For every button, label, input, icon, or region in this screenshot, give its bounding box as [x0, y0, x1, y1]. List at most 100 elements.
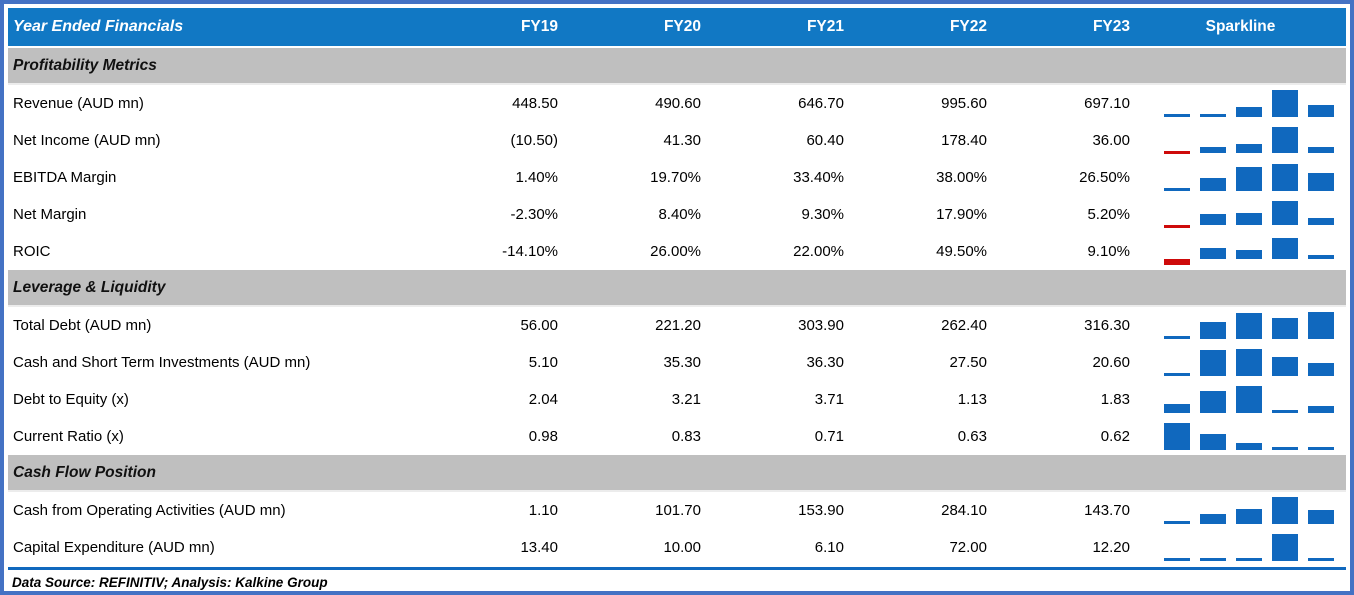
section-band: Leverage & Liquidity [8, 270, 1346, 307]
sparkline-bar [1272, 90, 1298, 117]
sparkline-bar [1236, 212, 1262, 225]
sparkline-bar [1236, 558, 1262, 561]
footer-note: Data Source: REFINITIV; Analysis: Kalkin… [12, 574, 328, 590]
value-cell: 72.00 [949, 539, 987, 556]
value-cell: 10.00 [663, 539, 701, 556]
value-cell: 178.40 [941, 132, 987, 149]
sparkline-bar [1200, 248, 1226, 259]
value-cell: 262.40 [941, 317, 987, 334]
value-cell: 646.70 [798, 95, 844, 112]
value-cell: 221.20 [655, 317, 701, 334]
value-cell: 22.00% [793, 243, 844, 260]
sparkline-bar [1272, 534, 1298, 561]
sparkline-bar [1308, 405, 1334, 413]
header-year: FY22 [949, 18, 987, 35]
metric-row: Total Debt (AUD mn) 56.00 221.20 303.90 262.… [8, 307, 1346, 344]
value-cell: 490.60 [655, 95, 701, 112]
sparkline-bar [1308, 510, 1334, 524]
value-cell: -14.10% [502, 243, 558, 260]
value-cell: 2.04 [528, 391, 558, 408]
value-cell: -2.30% [510, 206, 558, 223]
value-cell: 1.10 [528, 502, 558, 519]
sparkline-bar [1272, 356, 1298, 376]
sparkline-cell [1135, 233, 1346, 270]
metric-row: Cash from Operating Activities (AUD mn) 1… [8, 492, 1346, 529]
value-cell: 1.13 [957, 391, 987, 408]
sparkline-bars [1164, 162, 1334, 191]
sparkline-bar [1308, 447, 1334, 450]
metric-row: Cash and Short Term Investments (AUD mn)… [8, 344, 1346, 381]
sparkline-bar [1164, 403, 1190, 413]
sparkline-bar [1200, 177, 1226, 191]
section-title: Leverage & Liquidity [13, 278, 166, 296]
sparkline-bar [1200, 391, 1226, 413]
sparkline-bar [1164, 114, 1190, 117]
value-cell: 697.10 [1084, 95, 1130, 112]
value-cell: 448.50 [512, 95, 558, 112]
header-year: FY21 [806, 18, 844, 35]
metric-row: Net Margin -2.30% 8.40% 9.30% 17.90% 5.20% [8, 196, 1346, 233]
metric-label: Revenue (AUD mn) [13, 95, 144, 112]
header-metric-label: Year Ended Financials [13, 18, 184, 35]
header-year: FY20 [663, 18, 701, 35]
section-title: Cash Flow Position [13, 463, 156, 481]
value-cell: 303.90 [798, 317, 844, 334]
sparkline-bars [1164, 199, 1334, 228]
sparkline-bar [1272, 317, 1298, 339]
value-cell: 5.20% [1087, 206, 1130, 223]
sparkline-cell [1135, 159, 1346, 196]
sparkline-bar [1272, 127, 1298, 153]
sparkline-bar [1200, 213, 1226, 225]
value-cell: 17.90% [936, 206, 987, 223]
metric-label: Net Margin [13, 206, 87, 223]
sparkline-bar [1236, 509, 1262, 524]
sparkline-bar [1164, 259, 1190, 265]
sparkline-bar [1164, 188, 1190, 191]
value-cell: 9.30% [801, 206, 844, 223]
sparkline-bar [1236, 349, 1262, 376]
value-cell: 27.50 [949, 354, 987, 371]
section-band: Cash Flow Position [8, 455, 1346, 492]
metric-row: Capital Expenditure (AUD mn) 13.40 10.00 6.… [8, 529, 1346, 566]
value-cell: 26.50% [1079, 169, 1130, 186]
sparkline-bar [1200, 434, 1226, 450]
metric-row: EBITDA Margin 1.40% 19.70% 33.40% 38.00% 26.5… [8, 159, 1346, 196]
sparkline-bar [1236, 313, 1262, 339]
value-cell: 3.21 [671, 391, 701, 408]
sparkline-bar [1272, 238, 1298, 259]
sparkline-bars [1164, 125, 1334, 154]
value-cell: 0.98 [528, 428, 558, 445]
sparkline-bars [1164, 421, 1334, 450]
sparkline-bars [1164, 532, 1334, 561]
sparkline-bar [1164, 521, 1190, 524]
sparkline-bar [1164, 224, 1190, 228]
value-cell: 41.30 [663, 132, 701, 149]
value-cell: (10.50) [510, 132, 558, 149]
value-cell: 101.70 [655, 502, 701, 519]
sparkline-bar [1200, 558, 1226, 561]
value-cell: 56.00 [520, 317, 558, 334]
value-cell: 0.71 [814, 428, 844, 445]
sparkline-bar [1236, 143, 1262, 153]
sparkline-bars [1164, 495, 1334, 524]
header-sparkline-label: Sparkline [1205, 18, 1276, 35]
sparkline-bars [1164, 236, 1334, 265]
sparkline-bar [1200, 114, 1226, 117]
sparkline-bars [1164, 88, 1334, 117]
value-cell: 13.40 [520, 539, 558, 556]
value-cell: 20.60 [1092, 354, 1130, 371]
section-band: Profitability Metrics [8, 48, 1346, 85]
sparkline-bar [1164, 558, 1190, 561]
sparkline-bar [1164, 151, 1190, 154]
sparkline-bar [1164, 423, 1190, 450]
sparkline-bar [1308, 172, 1334, 191]
value-cell: 1.40% [515, 169, 558, 186]
value-cell: 0.62 [1100, 428, 1130, 445]
metric-label: EBITDA Margin [13, 169, 117, 186]
value-cell: 6.10 [814, 539, 844, 556]
sparkline-bar [1236, 249, 1262, 259]
sparkline-bar [1308, 147, 1334, 153]
sparkline-bar [1308, 104, 1334, 117]
value-cell: 284.10 [941, 502, 987, 519]
